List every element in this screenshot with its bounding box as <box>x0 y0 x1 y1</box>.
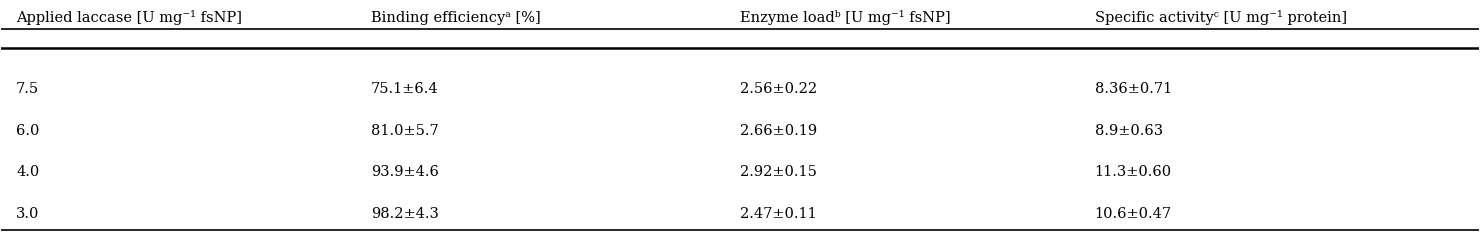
Text: 75.1±6.4: 75.1±6.4 <box>370 82 438 96</box>
Text: 8.9±0.63: 8.9±0.63 <box>1095 124 1163 138</box>
Text: 2.56±0.22: 2.56±0.22 <box>740 82 817 96</box>
Text: 2.47±0.11: 2.47±0.11 <box>740 207 817 221</box>
Text: 98.2±4.3: 98.2±4.3 <box>370 207 438 221</box>
Text: 6.0: 6.0 <box>16 124 40 138</box>
Text: 10.6±0.47: 10.6±0.47 <box>1095 207 1172 221</box>
Text: Applied laccase [U mg⁻¹ fsNP]: Applied laccase [U mg⁻¹ fsNP] <box>16 10 243 25</box>
Text: 93.9±4.6: 93.9±4.6 <box>370 165 438 179</box>
Text: 7.5: 7.5 <box>16 82 40 96</box>
Text: 81.0±5.7: 81.0±5.7 <box>370 124 438 138</box>
Text: 2.92±0.15: 2.92±0.15 <box>740 165 817 179</box>
Text: Specific activityᶜ [U mg⁻¹ protein]: Specific activityᶜ [U mg⁻¹ protein] <box>1095 10 1347 25</box>
Text: 11.3±0.60: 11.3±0.60 <box>1095 165 1172 179</box>
Text: 3.0: 3.0 <box>16 207 40 221</box>
Text: Binding efficiencyᵃ [%]: Binding efficiencyᵃ [%] <box>370 11 540 25</box>
Text: Enzyme loadᵇ [U mg⁻¹ fsNP]: Enzyme loadᵇ [U mg⁻¹ fsNP] <box>740 10 950 25</box>
Text: 4.0: 4.0 <box>16 165 40 179</box>
Text: 8.36±0.71: 8.36±0.71 <box>1095 82 1172 96</box>
Text: 2.66±0.19: 2.66±0.19 <box>740 124 817 138</box>
